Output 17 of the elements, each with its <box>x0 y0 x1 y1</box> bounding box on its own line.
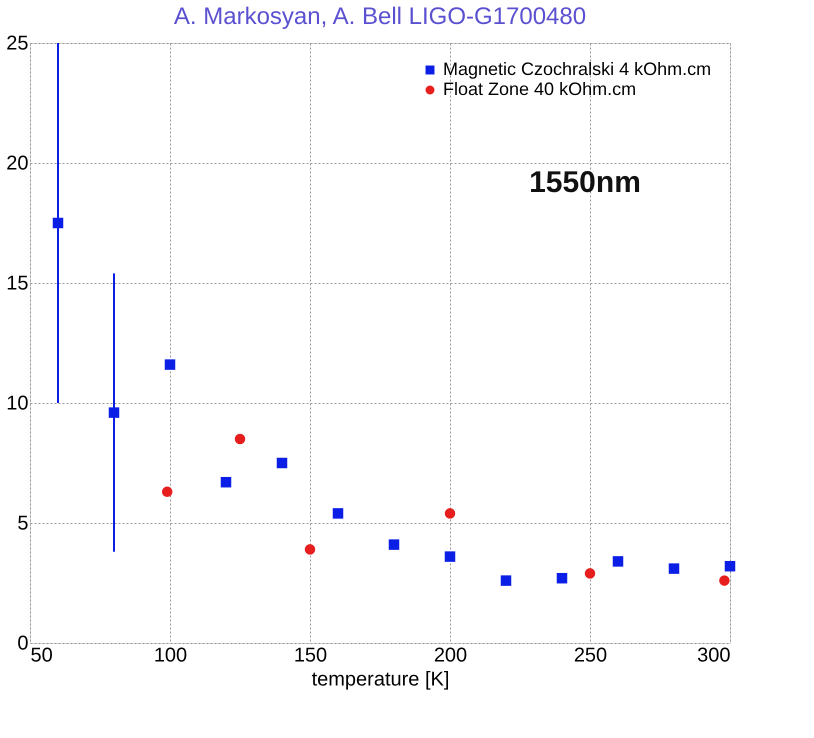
x-tick-label: 150 <box>294 644 328 666</box>
y-tick-label: 15 <box>6 272 28 294</box>
x-tick-label: 300 <box>697 644 730 666</box>
legend-label: Magnetic Czochralski 4 kOhm.cm <box>443 59 712 79</box>
x-tick-label: 100 <box>154 644 188 666</box>
y-tick-label: 20 <box>6 152 28 174</box>
y-tick-label: 25 <box>6 32 28 54</box>
y-tick-label: 5 <box>17 512 28 534</box>
legend-label: Float Zone 40 kOhm.cm <box>443 79 636 99</box>
annotation: 1550nm <box>529 166 641 199</box>
x-tick-label: 200 <box>434 644 468 666</box>
x-axis-title: temperature [K] <box>312 668 450 690</box>
chart-title: A. Markosyan, A. Bell LIGO-G1700480 <box>174 3 586 30</box>
x-tick-label: 250 <box>574 644 608 666</box>
y-tick-label: 0 <box>17 632 28 654</box>
x-tick-label: 50 <box>30 644 53 666</box>
y-tick-label: 10 <box>6 392 28 414</box>
